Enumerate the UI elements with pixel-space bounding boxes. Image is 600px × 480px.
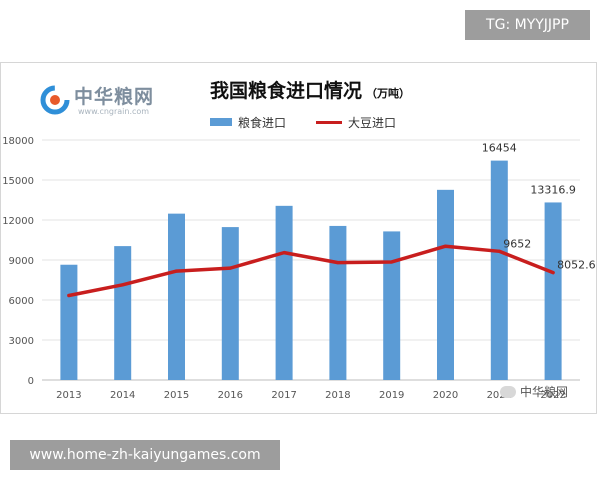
x-tick-label-2019: 2019: [379, 390, 404, 401]
soybean-point-2022: [551, 271, 555, 275]
tg-badge: TG: MYYJJPP: [465, 10, 590, 40]
y-tick-label-18000: 18000: [2, 136, 34, 147]
data-label-soybean-2021: 9652: [503, 237, 531, 250]
y-tick-label-15000: 15000: [2, 176, 34, 187]
soybean-point-2019: [390, 260, 394, 264]
soybean-line: [67, 244, 555, 298]
watermark-icon: [500, 385, 516, 398]
cngrain-logo-icon: [40, 85, 70, 115]
legend-line-swatch: [316, 120, 343, 124]
y-tick-label-12000: 12000: [2, 216, 34, 227]
watermark: 中华粮网: [500, 383, 568, 400]
y-tick-label-3000: 3000: [9, 336, 34, 347]
legend-label-grain: 粮食进口: [238, 115, 287, 130]
legend-label-soybean: 大豆进口: [348, 115, 397, 130]
bar-2014: [114, 246, 132, 380]
x-tick-label-2014: 2014: [110, 390, 135, 401]
bar-2019: [383, 231, 401, 380]
legend-bar-swatch: [210, 118, 232, 126]
soybean-point-2015: [175, 269, 178, 273]
x-tick-label-2015: 2015: [164, 390, 189, 401]
watermark-text: 中华粮网: [520, 385, 569, 399]
soybean-point-2014: [121, 283, 125, 287]
x-tick-label-2018: 2018: [325, 390, 350, 401]
legend: 粮食进口 大豆进口: [210, 114, 426, 130]
data-label-grain-2022: 13316.9: [530, 183, 576, 196]
chart-title-text: 我国粮食进口情况: [210, 80, 363, 102]
bar-2022: [544, 202, 562, 380]
x-tick-label-2020: 2020: [433, 390, 458, 401]
chart-unit: （万吨）: [366, 87, 411, 100]
bar-2018: [329, 225, 347, 380]
x-tick-label-2013: 2013: [56, 390, 81, 401]
chart-title: 我国粮食进口情况 （万吨）: [210, 76, 410, 103]
y-tick-label-6000: 6000: [9, 296, 34, 307]
logo-name: 中华粮网: [74, 86, 155, 108]
bar-2021: [490, 160, 508, 380]
data-label-grain-2021: 16454: [482, 142, 517, 155]
y-tick-label-0: 0: [28, 376, 34, 387]
soybean-point-2021: [497, 249, 501, 253]
x-tick-label-2022: 2022: [540, 390, 565, 401]
bar-2013: [60, 264, 78, 380]
data-label-soybean-2022: 8052.6: [557, 259, 596, 272]
bar-2015: [168, 213, 185, 380]
soybean-point-2016: [228, 266, 232, 270]
cngrain-logo: 中华粮网 www.cngrain.com: [40, 82, 170, 122]
logo-url: www.cngrain.com: [78, 107, 150, 116]
legend-item-soybean: 大豆进口: [316, 114, 396, 131]
legend-item-grain: 粮食进口: [210, 114, 286, 131]
site-url-banner: www.home-zh-kaiyungames.com: [10, 440, 280, 470]
bar-2016: [221, 227, 239, 380]
x-tick-label-2021: 2021: [487, 390, 512, 401]
bar-2017: [275, 205, 293, 380]
x-tick-label-2016: 2016: [218, 390, 243, 401]
soybean-point-2017: [282, 251, 286, 255]
y-tick-label-9000: 9000: [9, 256, 34, 267]
x-tick-label-2017: 2017: [271, 390, 296, 401]
soybean-point-2020: [444, 244, 447, 248]
soybean-point-2013: [67, 293, 71, 297]
bar-2020: [437, 189, 454, 380]
soybean-point-2018: [336, 261, 340, 265]
